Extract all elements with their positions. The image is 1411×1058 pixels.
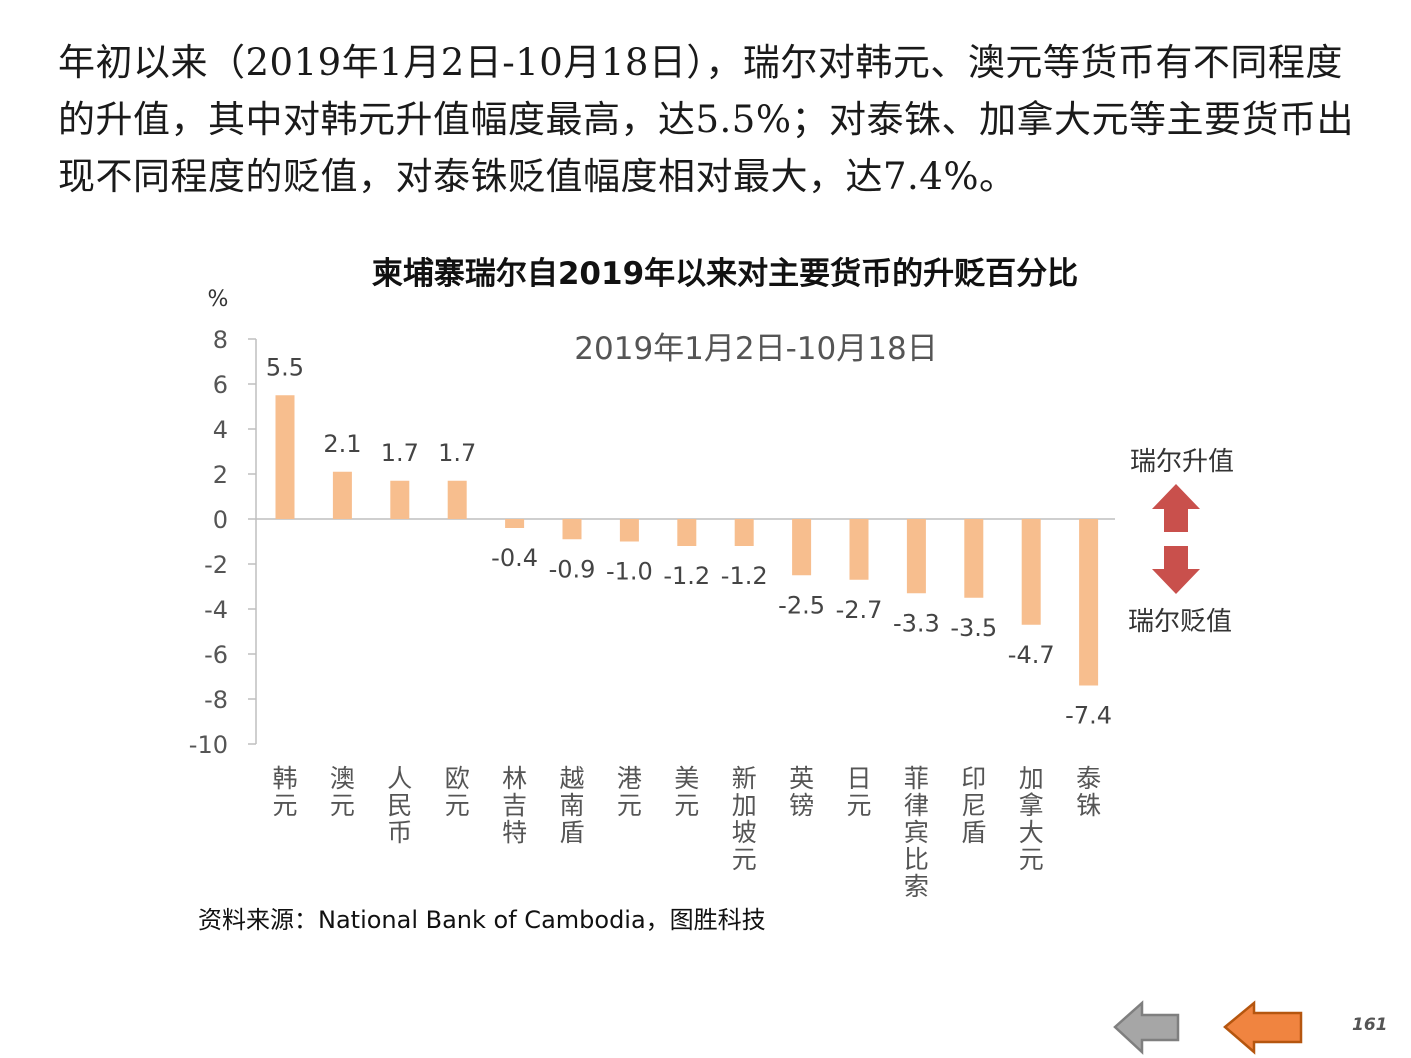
y-tick-label: -2 — [204, 551, 228, 579]
bars-group — [275, 395, 1099, 686]
data-label: 1.7 — [438, 439, 476, 467]
category-label: 新加坡元 — [732, 764, 757, 874]
bar — [792, 519, 812, 576]
data-label: -7.4 — [1065, 702, 1112, 730]
bar — [332, 471, 352, 519]
bar — [390, 480, 410, 519]
category-label: 美元 — [674, 764, 699, 820]
category-label: 港元 — [617, 764, 642, 820]
bar — [505, 519, 525, 528]
y-tick-label: -10 — [189, 731, 228, 759]
chart-title: 柬埔寨瑞尔自2019年以来对主要货币的升贬百分比 — [371, 256, 1079, 292]
chart-subtitle: 2019年1月2日-10月18日 — [574, 331, 937, 367]
intro-paragraph: 年初以来（2019年1月2日-10月18日），瑞尔对韩元、澳元等货币有不同程度的… — [58, 41, 1354, 198]
data-label: -2.7 — [836, 596, 883, 624]
data-label: -1.2 — [721, 562, 768, 590]
source-note: 资料来源：National Bank of Cambodia，图胜科技 — [198, 906, 766, 934]
category-label: 澳元 — [330, 764, 355, 820]
y-axis-ticks: 8 6 4 2 0 -2 -4 -6 -8 -10 — [189, 326, 256, 759]
data-label: -4.7 — [1008, 641, 1055, 669]
y-axis-unit-label: % — [208, 287, 229, 312]
data-label: -2.5 — [778, 591, 825, 619]
data-label: 1.7 — [381, 439, 419, 467]
bar — [447, 480, 467, 519]
bar — [906, 519, 926, 594]
next-slide-button[interactable] — [1222, 1000, 1306, 1058]
legend-appreciation-label: 瑞尔升值 — [1130, 447, 1234, 477]
category-label: 菲律宾比索 — [904, 764, 929, 901]
y-tick-label: 6 — [213, 371, 228, 399]
legend-depreciation-label: 瑞尔贬值 — [1128, 607, 1232, 637]
bar — [734, 519, 754, 546]
category-label: 泰铢 — [1076, 764, 1101, 820]
y-tick-label: 0 — [213, 506, 228, 534]
data-label: -3.5 — [950, 614, 997, 642]
data-label: -1.2 — [663, 562, 710, 590]
category-label: 英镑 — [789, 764, 814, 820]
category-label: 韩元 — [272, 764, 297, 820]
arrow-down-icon — [1152, 546, 1200, 594]
bar — [849, 519, 869, 580]
bar — [964, 519, 984, 598]
category-label: 加拿大元 — [1019, 764, 1044, 874]
y-tick-label: 4 — [213, 416, 228, 444]
bar — [1021, 519, 1041, 625]
arrow-left-gray-icon — [1113, 1000, 1180, 1055]
category-label: 越南盾 — [559, 764, 584, 847]
y-tick-label: -4 — [204, 596, 228, 624]
bar — [677, 519, 697, 546]
data-label: -1.0 — [606, 558, 653, 586]
category-label: 欧元 — [445, 764, 470, 820]
y-tick-label: -6 — [204, 641, 228, 669]
category-label: 人民币 — [387, 764, 412, 847]
data-label: 5.5 — [266, 353, 304, 381]
arrow-left-orange-icon — [1223, 1000, 1303, 1055]
bar — [562, 519, 582, 540]
category-label: 林吉特 — [502, 764, 527, 847]
y-tick-label: 8 — [213, 326, 228, 354]
data-label: -0.4 — [491, 544, 538, 572]
y-tick-label: -8 — [204, 686, 228, 714]
legend: 瑞尔升值 瑞尔贬值 — [1128, 447, 1234, 637]
data-labels-group: 5.5 2.1 1.7 1.7 -0.4 -0.9 -1.0 -1.2 -1.2 -2.5 -2.7… — [266, 353, 1112, 729]
bar — [619, 519, 639, 542]
data-label: -0.9 — [549, 555, 596, 583]
data-label: -3.3 — [893, 609, 940, 637]
y-tick-label: 2 — [213, 461, 228, 489]
category-label: 日元 — [846, 764, 871, 820]
category-label: 印尼盾 — [961, 764, 986, 847]
data-label: 2.1 — [323, 430, 361, 458]
page-number: 161 — [1352, 1015, 1388, 1035]
bar — [1079, 519, 1099, 686]
previous-slide-button[interactable] — [1112, 1000, 1184, 1058]
bar — [275, 395, 295, 519]
arrow-up-icon — [1152, 484, 1200, 532]
